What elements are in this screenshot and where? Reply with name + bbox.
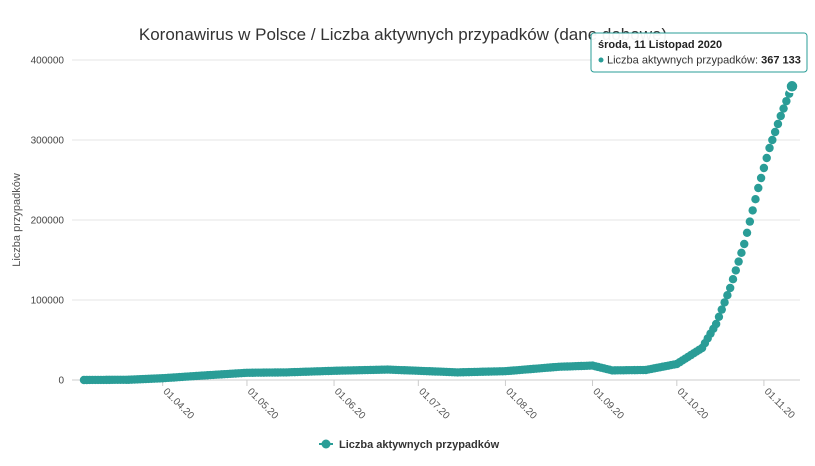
- data-point[interactable]: [770, 127, 780, 137]
- y-axis-label: Liczba przypadków: [11, 173, 23, 267]
- y-axis-ticks: 0 100000 200000 300000 400000: [31, 56, 65, 387]
- x-tick-label: 01.10.20: [675, 386, 711, 422]
- tooltip-series-text: Liczba aktywnych przypadków: 367 133: [607, 55, 801, 67]
- x-tick-label: 01.09.20: [590, 386, 626, 422]
- data-point[interactable]: [765, 143, 774, 153]
- data-point[interactable]: [714, 312, 724, 321]
- legend-marker: [321, 439, 331, 449]
- data-point[interactable]: [734, 257, 743, 266]
- y-tick-label: 200000: [31, 216, 65, 227]
- data-point[interactable]: [728, 275, 738, 284]
- data-point[interactable]: [737, 248, 746, 257]
- data-point[interactable]: [748, 206, 757, 215]
- data-point[interactable]: [785, 79, 799, 94]
- x-tick-label: 01.07.20: [416, 386, 452, 422]
- x-tick-label: 01.05.20: [245, 386, 281, 422]
- tooltip-series-label: Liczba aktywnych przypadków:: [607, 55, 761, 67]
- data-point[interactable]: [779, 104, 788, 113]
- tooltip: środa, 11 Listopad 2020 Liczba aktywnych…: [590, 32, 808, 73]
- y-tick-label: 0: [58, 376, 64, 387]
- x-tick-label: 01.08.20: [503, 386, 539, 422]
- chart-title: Koronawirus w Polsce / Liczba aktywnych …: [139, 25, 667, 44]
- data-point[interactable]: [762, 153, 771, 163]
- data-point[interactable]: [725, 283, 735, 293]
- data-point[interactable]: [731, 266, 741, 275]
- data-point[interactable]: [759, 163, 769, 173]
- data-point[interactable]: [717, 305, 726, 314]
- data-point[interactable]: [754, 183, 763, 193]
- x-tick-label: 01.06.20: [332, 386, 368, 422]
- tooltip-series-marker: [598, 57, 604, 63]
- data-point[interactable]: [723, 291, 732, 300]
- tooltip-date: środa, 11 Listopad 2020: [598, 39, 722, 51]
- data-points[interactable]: [79, 79, 799, 385]
- x-axis: 01.04.20 01.05.20 01.06.20 01.07.20 01.08.20…: [161, 380, 797, 422]
- data-point[interactable]: [740, 239, 749, 249]
- data-point[interactable]: [768, 135, 777, 145]
- tooltip-value: 367 133: [761, 55, 801, 67]
- x-tick-label: 01.04.20: [161, 386, 197, 422]
- data-point[interactable]: [773, 119, 783, 129]
- data-point[interactable]: [782, 96, 791, 106]
- data-point[interactable]: [776, 111, 785, 121]
- data-point[interactable]: [742, 228, 752, 237]
- y-tick-label: 300000: [31, 136, 65, 147]
- data-point[interactable]: [745, 217, 755, 226]
- data-point[interactable]: [756, 173, 766, 183]
- x-tick-label: 01.11.20: [762, 386, 797, 421]
- tooltip-box: [590, 32, 808, 73]
- legend-label: Liczba aktywnych przypadków: [339, 439, 500, 451]
- y-tick-label: 100000: [31, 296, 65, 307]
- data-point[interactable]: [711, 319, 721, 329]
- grid: [72, 59, 800, 381]
- data-point[interactable]: [720, 298, 729, 307]
- legend[interactable]: Liczba aktywnych przypadków: [319, 439, 500, 451]
- y-tick-label: 400000: [31, 56, 65, 67]
- data-point[interactable]: [751, 195, 760, 204]
